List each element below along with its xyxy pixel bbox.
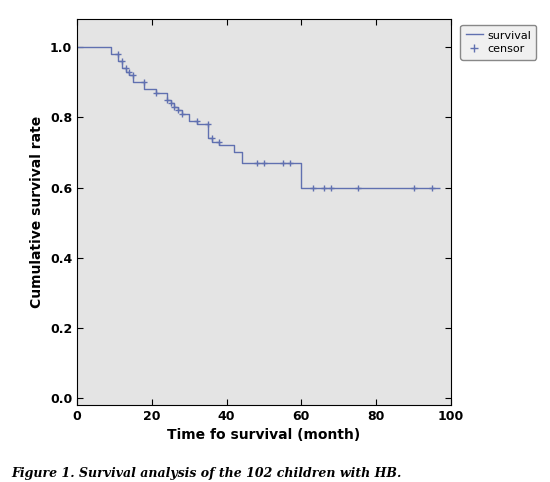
survival	[205, 121, 211, 127]
X-axis label: Time fo survival (month): Time fo survival (month)	[167, 428, 361, 442]
Line: survival: survival	[77, 47, 440, 187]
censor	[152, 90, 159, 96]
censor	[115, 52, 122, 57]
Legend: survival, censor: survival, censor	[460, 25, 536, 59]
censor	[328, 185, 334, 190]
censor	[167, 101, 174, 107]
censor	[205, 121, 211, 127]
survival	[126, 69, 133, 75]
censor	[178, 111, 185, 117]
censor	[163, 97, 170, 103]
survival	[205, 135, 211, 141]
Text: Figure 1. Survival analysis of the 102 children with HB.: Figure 1. Survival analysis of the 102 c…	[11, 467, 402, 480]
censor	[119, 58, 125, 64]
censor	[309, 185, 316, 190]
censor	[122, 66, 129, 71]
Y-axis label: Cumulative survival rate: Cumulative survival rate	[30, 116, 45, 308]
censor	[171, 104, 178, 110]
censor	[194, 118, 200, 124]
survival	[437, 185, 443, 190]
censor	[130, 72, 136, 78]
censor	[126, 69, 133, 75]
survival	[194, 118, 200, 124]
censor	[141, 80, 147, 85]
censor	[208, 135, 215, 141]
survival	[167, 101, 174, 107]
survival	[298, 185, 305, 190]
censor	[261, 160, 267, 166]
censor	[410, 185, 417, 190]
censor	[279, 160, 286, 166]
survival	[216, 143, 222, 148]
censor	[253, 160, 260, 166]
censor	[175, 107, 182, 113]
Line: censor: censor	[114, 51, 436, 191]
censor	[429, 185, 436, 190]
censor	[287, 160, 294, 166]
censor	[216, 139, 222, 145]
survival	[74, 44, 80, 50]
censor	[321, 185, 327, 190]
censor	[354, 185, 361, 190]
